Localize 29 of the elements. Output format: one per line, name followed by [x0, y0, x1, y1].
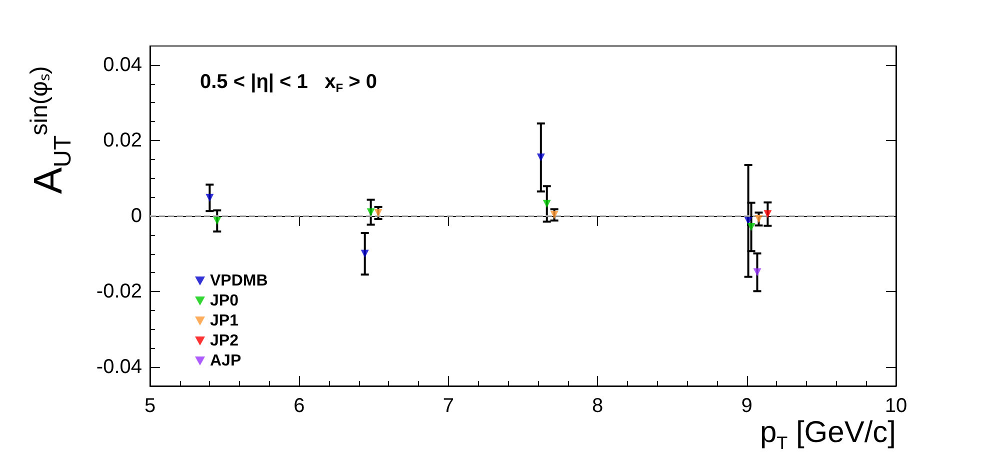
x-tick-label: 9: [741, 395, 752, 417]
y-tick-label: -0.04: [96, 356, 142, 378]
legend-label: JP1: [210, 312, 239, 330]
y-tick-label: -0.02: [96, 280, 142, 303]
point: [374, 208, 382, 217]
legend-label: JP0: [210, 292, 239, 310]
x-tick-label: 6: [294, 395, 305, 417]
legend-label: JP2: [210, 332, 239, 350]
point: [206, 194, 214, 202]
y-tick-label: 0.04: [103, 54, 142, 76]
point: [747, 222, 756, 231]
point: [536, 153, 545, 162]
point: [213, 216, 222, 225]
y-tick-label: 0: [130, 205, 142, 227]
x-tick-label: 10: [884, 395, 908, 417]
x-tick-label: 8: [592, 395, 604, 417]
legend-label: AJP: [210, 352, 242, 370]
point: [360, 250, 369, 258]
x-tick-label: 5: [144, 395, 156, 417]
x-tick-label: 7: [442, 395, 454, 417]
point: [753, 268, 762, 276]
point: [366, 208, 375, 216]
x-axis-title: p$_{T}$ [GeV/c]: [760, 416, 896, 453]
point: [744, 216, 752, 225]
y-tick-label: 0.02: [103, 129, 142, 152]
legend-label: VPDMB: [210, 272, 268, 290]
point: [764, 210, 772, 218]
point: [754, 215, 763, 224]
point: [542, 200, 551, 208]
